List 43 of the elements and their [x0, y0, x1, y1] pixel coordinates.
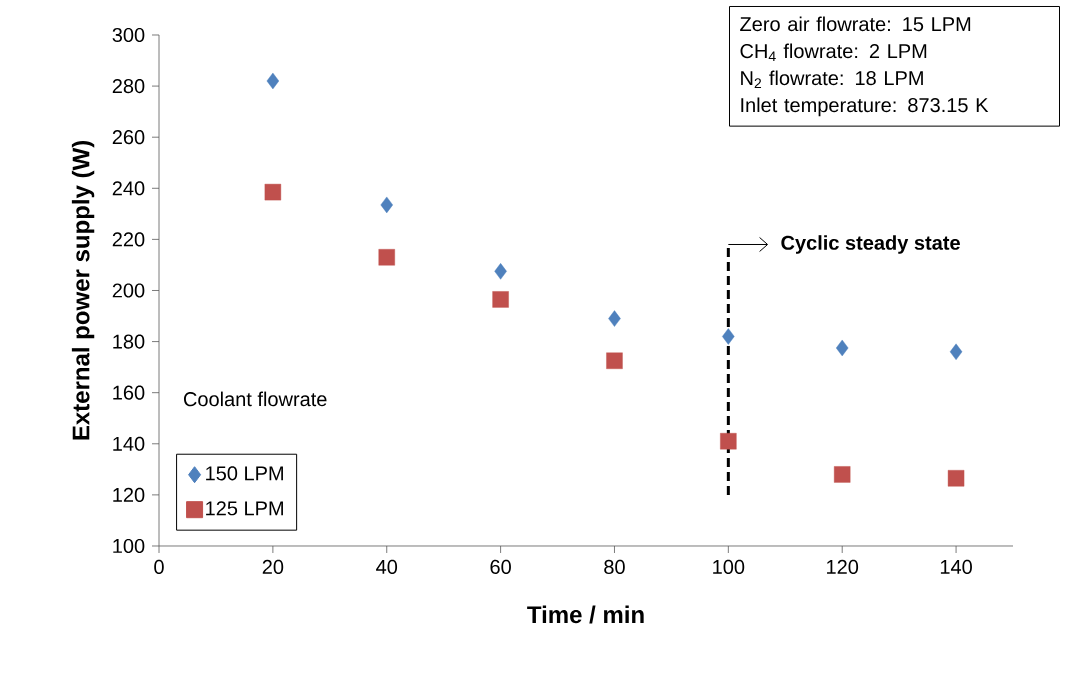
annotation: Inlet temperature: 873.15 K	[741, 97, 989, 117]
y-tick-label: 180	[113, 334, 145, 349]
y-tick-label: 160	[113, 385, 145, 400]
point	[378, 249, 395, 266]
annotation: N$_{2}$ flowrate: 18 LPM	[741, 70, 923, 89]
point	[492, 291, 509, 308]
y-tick-label: 260	[112, 130, 145, 145]
y-tick-label: 220	[112, 232, 145, 247]
point	[264, 183, 282, 201]
point	[494, 263, 507, 280]
text: Zero air flowrate: 15 LPM	[740, 16, 971, 32]
x-axis-title: Time / min	[527, 605, 644, 624]
point	[266, 72, 280, 90]
point	[834, 466, 851, 483]
y-tick-label: 120	[113, 487, 145, 502]
x-tick-label: 80	[604, 559, 625, 575]
x-tick-label: 100	[713, 559, 745, 575]
point	[947, 470, 965, 487]
y-tick-label: 140	[113, 436, 145, 451]
x-tick-label: 40	[376, 559, 398, 575]
x-tick-label: 120	[827, 559, 859, 575]
point	[949, 343, 963, 361]
point	[720, 433, 737, 450]
y-tick-label: 200	[112, 283, 145, 298]
point	[608, 310, 621, 327]
x-tick-label: 0	[154, 559, 164, 575]
y-tick-label: 280	[112, 79, 145, 94]
point	[606, 352, 623, 369]
legend-label: 150 LPM	[206, 466, 283, 481]
annotation: Cyclic steady state	[781, 235, 960, 254]
point	[380, 196, 393, 214]
x-tick-label: 60	[490, 559, 511, 575]
y-tick-label: 240	[112, 181, 145, 196]
point	[836, 339, 849, 357]
annotation: CH$_{4}$ flowrate: 2 LPM	[740, 43, 927, 62]
legend-label: 125 LPM	[206, 501, 283, 516]
x-tick-label: 140	[940, 559, 972, 575]
y-axis-title: External power supply (W)	[71, 141, 95, 440]
legend-title: Coolant flowrate	[183, 391, 327, 407]
point	[722, 328, 735, 345]
y-tick-label: 300	[112, 27, 145, 43]
x-tick-label: 20	[262, 559, 284, 575]
y-tick-label: 100	[113, 538, 145, 554]
